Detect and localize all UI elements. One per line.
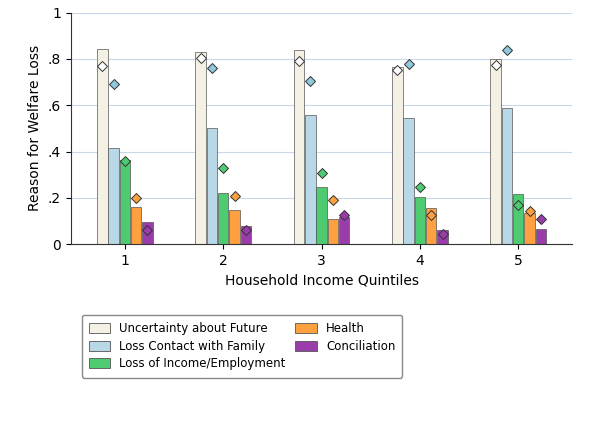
Bar <box>230 210 240 244</box>
Bar <box>241 226 251 244</box>
Bar <box>294 50 304 244</box>
Bar <box>97 48 107 244</box>
Bar <box>404 118 414 244</box>
Bar <box>392 67 402 244</box>
Bar <box>513 195 523 244</box>
Bar <box>195 52 206 244</box>
Bar <box>218 193 228 244</box>
Bar <box>206 128 217 244</box>
Bar <box>502 108 512 244</box>
Bar <box>142 222 153 244</box>
Legend: Uncertainty about Future, Loss Contact with Family, Loss of Income/Employment, H: Uncertainty about Future, Loss Contact w… <box>82 315 402 378</box>
Bar <box>316 187 327 244</box>
Bar <box>437 229 448 244</box>
Bar <box>120 160 130 244</box>
Bar <box>339 217 349 244</box>
Bar <box>525 213 535 244</box>
Y-axis label: Reason for Welfare Loss: Reason for Welfare Loss <box>28 45 42 211</box>
Bar <box>536 229 546 244</box>
Bar <box>131 207 142 244</box>
Bar <box>490 59 501 244</box>
X-axis label: Household Income Quintiles: Household Income Quintiles <box>225 274 418 288</box>
Bar <box>109 148 119 244</box>
Bar <box>426 208 437 244</box>
Bar <box>415 197 425 244</box>
Bar <box>327 219 338 244</box>
Bar <box>305 115 316 244</box>
